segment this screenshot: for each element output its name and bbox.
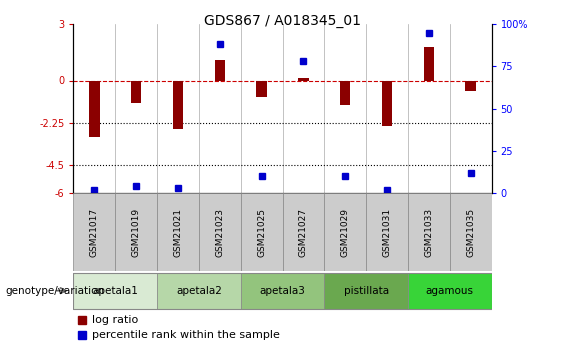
Bar [131, 80, 141, 103]
Text: GSM21027: GSM21027 [299, 207, 308, 257]
Text: agamous: agamous [426, 286, 473, 296]
Text: GSM21025: GSM21025 [257, 207, 266, 257]
Text: GDS867 / A018345_01: GDS867 / A018345_01 [204, 14, 361, 28]
FancyBboxPatch shape [324, 193, 366, 271]
Bar [340, 80, 350, 105]
FancyBboxPatch shape [157, 193, 199, 271]
Text: percentile rank within the sample: percentile rank within the sample [92, 331, 280, 340]
Bar [298, 78, 308, 80]
Bar [382, 80, 392, 126]
FancyBboxPatch shape [199, 193, 241, 271]
Bar [173, 80, 183, 129]
Bar [89, 80, 99, 137]
Text: pistillata: pistillata [344, 286, 389, 296]
FancyBboxPatch shape [282, 193, 324, 271]
Bar [424, 47, 434, 80]
Text: GSM21029: GSM21029 [341, 207, 350, 257]
Bar [257, 80, 267, 97]
FancyBboxPatch shape [366, 193, 408, 271]
Text: genotype/variation: genotype/variation [6, 286, 105, 296]
Text: log ratio: log ratio [92, 315, 138, 325]
FancyBboxPatch shape [73, 193, 115, 271]
Text: apetala3: apetala3 [259, 286, 306, 296]
FancyBboxPatch shape [115, 193, 157, 271]
FancyBboxPatch shape [157, 273, 241, 308]
FancyBboxPatch shape [324, 273, 408, 308]
Text: GSM21023: GSM21023 [215, 207, 224, 257]
Text: GSM21017: GSM21017 [90, 207, 99, 257]
FancyBboxPatch shape [408, 273, 492, 308]
Text: GSM21035: GSM21035 [466, 207, 475, 257]
Text: apetala2: apetala2 [176, 286, 222, 296]
FancyBboxPatch shape [241, 273, 324, 308]
Text: GSM21033: GSM21033 [424, 207, 433, 257]
FancyBboxPatch shape [73, 273, 157, 308]
FancyBboxPatch shape [450, 193, 492, 271]
FancyBboxPatch shape [241, 193, 282, 271]
Bar [466, 80, 476, 91]
Text: apetala1: apetala1 [92, 286, 138, 296]
Bar [215, 60, 225, 80]
Text: GSM21021: GSM21021 [173, 207, 182, 257]
FancyBboxPatch shape [408, 193, 450, 271]
Text: GSM21031: GSM21031 [383, 207, 392, 257]
Text: GSM21019: GSM21019 [132, 207, 141, 257]
